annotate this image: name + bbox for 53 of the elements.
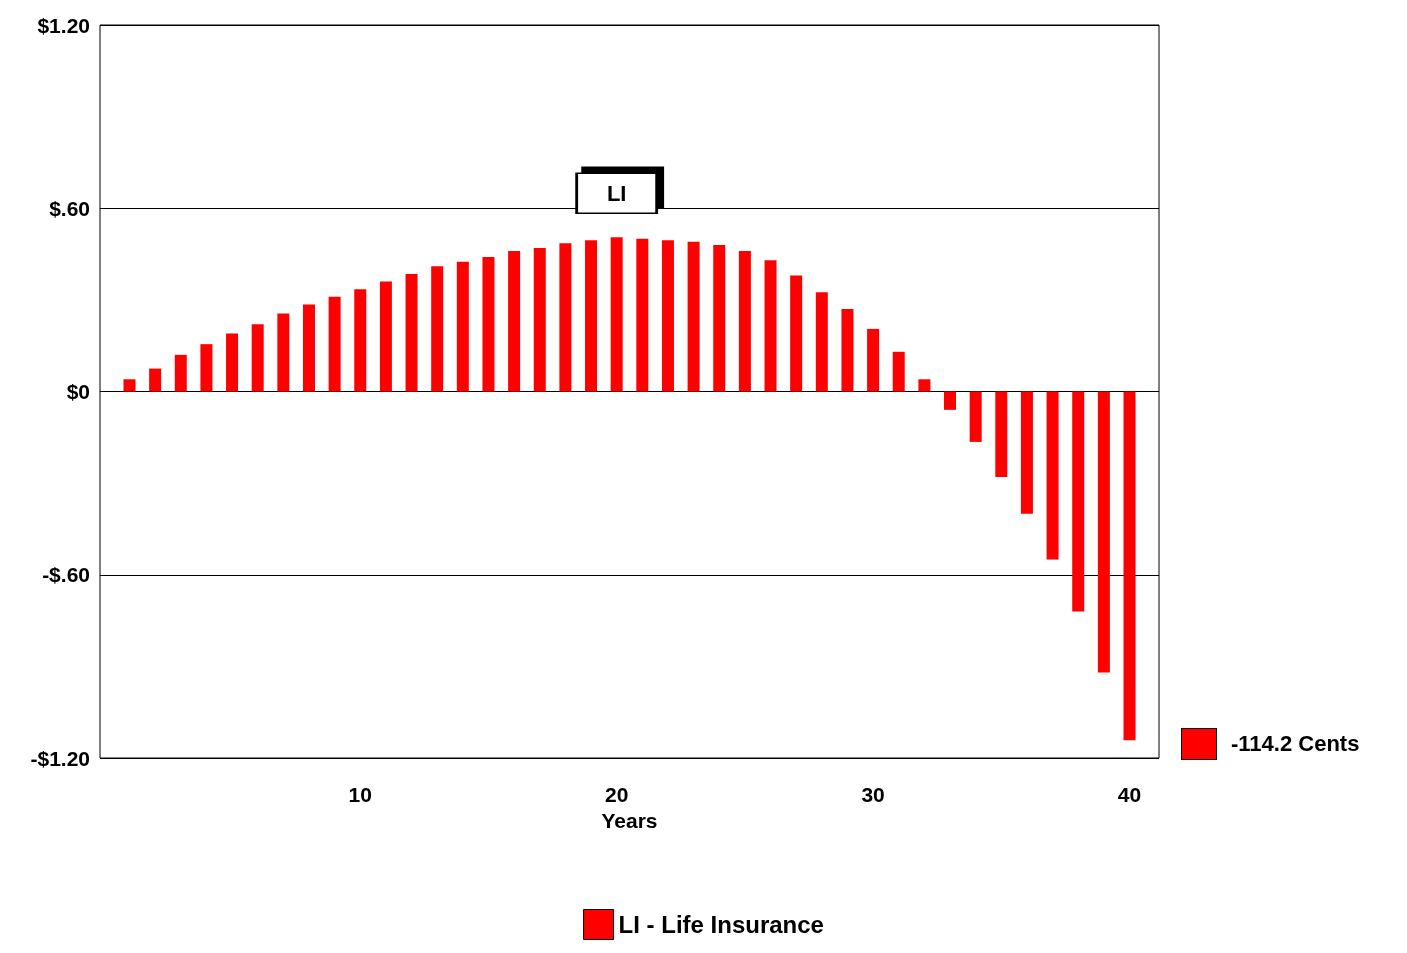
bar — [149, 368, 162, 392]
annotation: LI — [606, 180, 627, 206]
bar — [892, 351, 905, 392]
bar — [918, 379, 931, 392]
bar — [533, 247, 546, 392]
x-tick-label: 20 — [605, 783, 629, 806]
legend-label: LI - Life Insurance — [618, 911, 824, 938]
y-tick-label: $1.20 — [37, 13, 90, 37]
bar — [1046, 391, 1059, 560]
bar — [277, 313, 290, 392]
bar — [508, 251, 521, 392]
bar — [841, 309, 854, 392]
bar — [174, 354, 187, 392]
bar — [226, 333, 239, 392]
bar — [867, 328, 880, 392]
bar — [1097, 391, 1110, 673]
y-tick-label: $0 — [66, 380, 90, 403]
bar — [456, 261, 469, 392]
bar — [790, 275, 803, 392]
x-axis-title: Years — [601, 808, 658, 832]
text: -114.2 Cents — [1231, 731, 1360, 757]
y-tick-label: -$1.20 — [30, 746, 90, 770]
bar — [944, 391, 957, 410]
bar — [431, 266, 444, 392]
bar — [379, 281, 392, 392]
bar — [764, 260, 777, 392]
bar — [1072, 391, 1085, 612]
x-tick-label: 30 — [861, 783, 885, 806]
x-tick-label: 40 — [1117, 783, 1142, 806]
bar — [200, 344, 213, 392]
bar — [123, 379, 136, 392]
bar — [585, 240, 598, 392]
bar — [328, 296, 341, 392]
bar — [1123, 391, 1136, 741]
y-tick-label: $.60 — [49, 196, 90, 220]
bar — [815, 292, 828, 392]
bar — [713, 244, 726, 392]
bar — [636, 238, 649, 392]
bar — [969, 391, 982, 442]
bar — [687, 241, 700, 392]
bar — [995, 391, 1008, 478]
bar — [405, 273, 418, 392]
bar — [559, 243, 572, 392]
bar — [354, 289, 367, 392]
y-tick-label: -$.60 — [42, 563, 90, 587]
bar — [482, 257, 495, 392]
bar — [302, 304, 315, 392]
bar — [738, 251, 751, 392]
bar — [1020, 391, 1033, 514]
bar — [661, 240, 674, 392]
x-tick-label: 10 — [348, 783, 372, 806]
bar — [251, 324, 264, 392]
bar — [610, 237, 623, 392]
